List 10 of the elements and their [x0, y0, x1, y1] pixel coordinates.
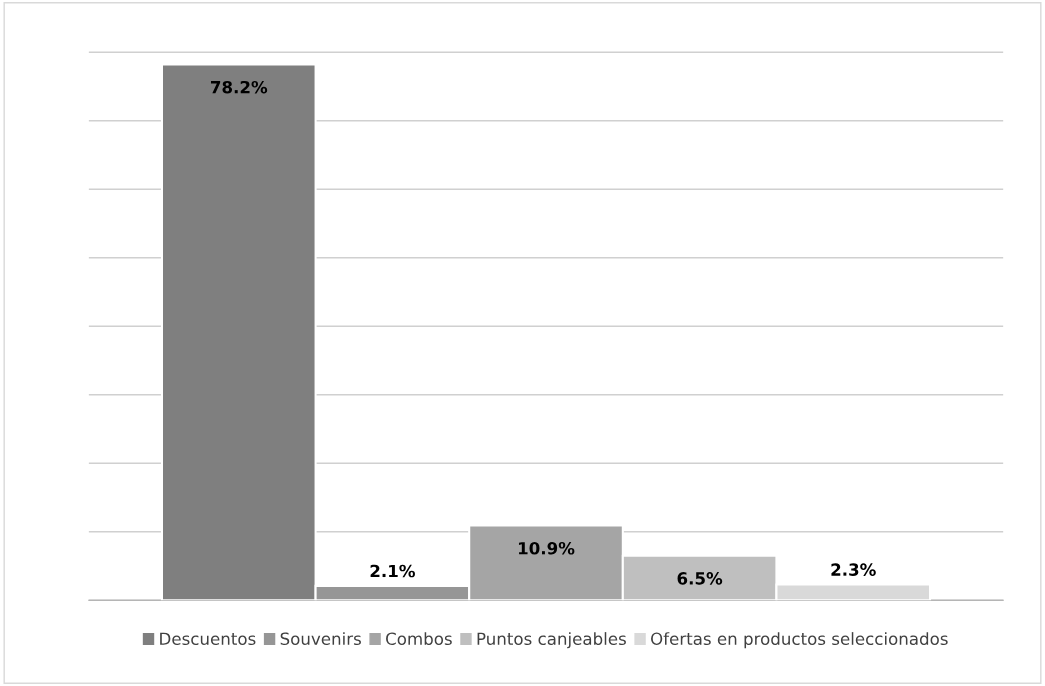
data-label: 2.3%: [831, 563, 876, 576]
legend-label: Ofertas en productos seleccionados: [651, 632, 948, 649]
data-label: 10.9%: [518, 541, 575, 555]
legend-label: Combos: [386, 632, 452, 646]
data-label: 78.2%: [210, 80, 268, 94]
legend-label: Souvenirs: [280, 632, 361, 646]
legend-label: Descuentos: [160, 632, 256, 646]
data-label: 2.1%: [370, 564, 415, 578]
legend-label: Puntos canjeables: [477, 632, 626, 649]
data-label: 6.5%: [677, 572, 723, 585]
